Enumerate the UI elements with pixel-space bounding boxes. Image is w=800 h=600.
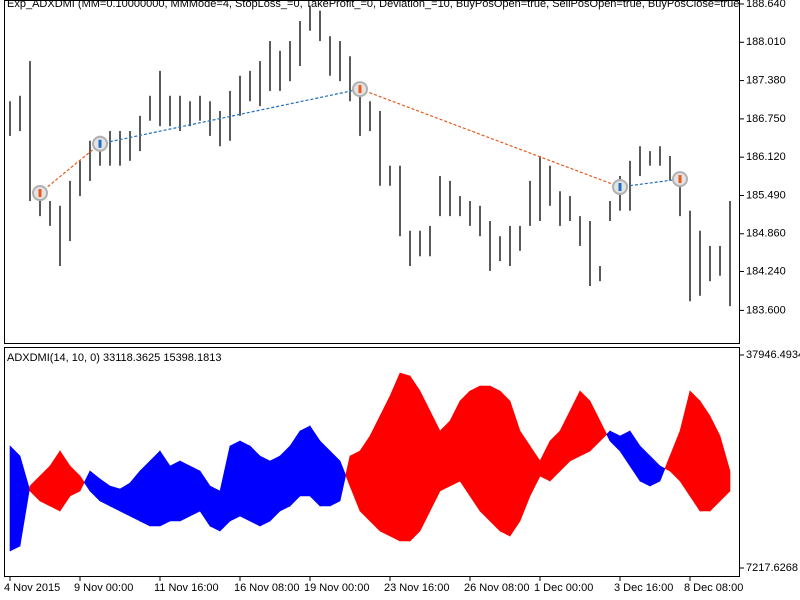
chart-title: Exp_ADXDMI (MM=0.10000000, MMMode=4, Sto… bbox=[7, 0, 739, 10]
y-tick-label: 188.010 bbox=[746, 36, 786, 48]
y-tick-label: 187.380 bbox=[746, 74, 786, 86]
indicator-fill bbox=[689, 390, 701, 512]
y-tick-label: 37946.4934 bbox=[746, 349, 800, 361]
y-tick-label: 7217.6268 bbox=[746, 562, 798, 574]
indicator-fill bbox=[269, 455, 281, 522]
indicator-fill bbox=[699, 400, 711, 512]
price-pane: 188.640 188.010 187.380 186.750 186.120 185.4… bbox=[9, 0, 786, 316]
x-tick-label: 4 Nov 2015 bbox=[4, 582, 60, 594]
indicator-fill bbox=[299, 425, 311, 497]
indicator-fill bbox=[579, 390, 591, 457]
y-tick-label: 186.750 bbox=[746, 113, 786, 125]
indicator-fill bbox=[249, 445, 261, 527]
indicator-fill bbox=[229, 440, 241, 522]
indicator-fill bbox=[149, 450, 161, 527]
indicator-fill bbox=[599, 420, 608, 442]
indicator-fill bbox=[719, 435, 731, 502]
deal-arrow bbox=[98, 139, 102, 148]
y-tick-label: 183.600 bbox=[746, 304, 786, 316]
indicator-fill bbox=[209, 485, 221, 532]
deal-connector bbox=[39, 143, 101, 194]
indicator-fill bbox=[409, 375, 421, 542]
indicator-fill bbox=[139, 460, 151, 527]
y-tick-label: 184.860 bbox=[746, 228, 786, 240]
deal-connector bbox=[619, 178, 681, 188]
indicator-fill bbox=[179, 460, 191, 522]
indicator-fill bbox=[459, 390, 471, 497]
indicator-fill bbox=[369, 415, 381, 532]
deal-arrow bbox=[678, 175, 682, 184]
indicator-fill bbox=[379, 395, 391, 537]
indicator-fill bbox=[79, 475, 85, 492]
deal-arrow bbox=[38, 189, 42, 198]
indicator-fill bbox=[9, 445, 21, 552]
indicator-fill bbox=[659, 465, 666, 482]
indicator-fill bbox=[189, 465, 201, 517]
indicator-fill bbox=[499, 390, 511, 537]
indicator-fill bbox=[329, 450, 341, 507]
indicator-fill bbox=[119, 482, 131, 517]
deal-arrow bbox=[358, 85, 362, 94]
price-pane-border bbox=[4, 0, 740, 344]
indicator-pane-border bbox=[4, 347, 740, 577]
indicator-fill bbox=[419, 390, 431, 532]
x-tick-label: 9 Nov 00:00 bbox=[74, 582, 133, 594]
indicator-fill bbox=[279, 445, 291, 512]
indicator-fill bbox=[359, 435, 371, 522]
indicator-fill bbox=[489, 385, 501, 532]
deal-connector bbox=[99, 88, 361, 145]
x-tick-label: 16 Nov 08:00 bbox=[234, 582, 299, 594]
x-tick-label: 26 Nov 08:00 bbox=[464, 582, 529, 594]
indicator-fill bbox=[469, 385, 481, 512]
deal-arrow bbox=[618, 182, 622, 191]
indicator-fill bbox=[169, 460, 181, 522]
indicator-fill bbox=[239, 440, 251, 522]
indicator-fill bbox=[19, 455, 30, 547]
deal-connector bbox=[359, 88, 621, 188]
indicator-pane: 37946.4934 7217.6268 bbox=[9, 349, 800, 574]
y-tick-label: 184.240 bbox=[746, 265, 786, 277]
indicator-fill bbox=[399, 372, 411, 542]
x-tick-label: 11 Nov 16:00 bbox=[154, 582, 219, 594]
x-tick-label: 23 Nov 16:00 bbox=[384, 582, 449, 594]
y-tick-label: 186.120 bbox=[746, 151, 786, 163]
indicator-fill bbox=[389, 372, 401, 542]
x-tick-label: 3 Dec 16:00 bbox=[614, 582, 673, 594]
y-tick-label: 188.640 bbox=[746, 0, 786, 10]
x-tick-label: 8 Dec 08:00 bbox=[684, 582, 743, 594]
indicator-fill bbox=[439, 420, 451, 492]
y-tick-label: 185.490 bbox=[746, 189, 786, 201]
indicator-fill bbox=[479, 385, 491, 522]
indicator-title: ADXDMI(14, 10, 0) 33118.3625 15398.1813 bbox=[7, 352, 221, 364]
indicator-fill bbox=[259, 455, 271, 527]
x-tick-label: 19 Nov 00:00 bbox=[304, 582, 369, 594]
x-tick-label: 1 Dec 00:00 bbox=[534, 582, 593, 594]
indicator-fill bbox=[319, 440, 331, 507]
indicator-fill bbox=[339, 460, 347, 502]
